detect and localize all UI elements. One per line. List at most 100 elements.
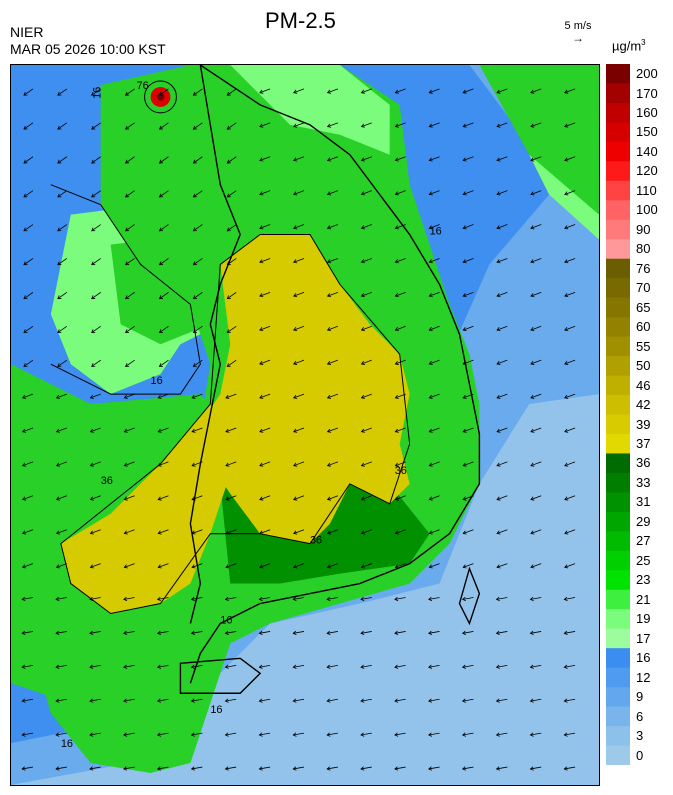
wind-arrow-head	[563, 766, 568, 771]
wind-arrow-head	[394, 564, 399, 569]
wind-arrow	[57, 190, 68, 198]
wind-arrow-head	[192, 329, 197, 333]
datetime-label: MAR 05 2026 10:00 KST	[10, 41, 166, 57]
wind-arrow	[193, 156, 203, 164]
wind-arrow-head	[23, 91, 28, 96]
wind-scale-label: 5 m/s	[564, 20, 592, 32]
wind-arrow-head	[495, 630, 500, 635]
wind-arrow-head	[394, 596, 399, 602]
wind-arrow	[125, 88, 135, 96]
unit-label: µg/m3	[612, 38, 646, 53]
wind-arrow	[361, 529, 372, 534]
wind-arrow	[327, 698, 338, 702]
wind-arrow-head	[530, 530, 535, 535]
wind-arrow	[463, 88, 474, 94]
wind-arrow	[157, 698, 169, 702]
wind-arrow-head	[360, 698, 365, 703]
wind-arrow-head	[259, 564, 264, 569]
wind-arrow-head	[192, 227, 197, 232]
wind-arrow	[361, 258, 372, 263]
wind-arrow	[361, 393, 372, 399]
wind-arrow	[259, 732, 271, 736]
wind-arrow	[463, 461, 474, 467]
wind-arrow	[463, 529, 474, 534]
wind-arrow	[125, 122, 135, 130]
wind-arrow	[530, 529, 542, 534]
wind-arrow-head	[293, 428, 298, 433]
wind-arrow	[361, 325, 372, 331]
wind-arrow-head	[224, 732, 229, 737]
wind-arrow-head	[530, 157, 535, 162]
wind-arrow	[293, 88, 305, 94]
wind-arrow-head	[394, 225, 399, 230]
wind-arrow-head	[360, 530, 365, 535]
wind-arrow	[496, 529, 508, 534]
wind-arrow-head	[55, 394, 61, 399]
wind-arrow-head	[394, 530, 399, 535]
wind-arrow-head	[124, 329, 130, 333]
wind-arrow-head	[530, 496, 535, 501]
wind-arrow-head	[89, 530, 94, 535]
wind-arrow-head	[326, 462, 332, 467]
wind-arrow-head	[529, 698, 534, 703]
wind-arrow-head	[292, 664, 297, 669]
legend-swatch	[606, 200, 630, 221]
wind-arrow-head	[394, 360, 399, 365]
wind-arrow-head	[259, 157, 264, 162]
wind-arrow	[91, 359, 101, 367]
legend-swatch	[606, 356, 630, 377]
wind-arrow	[429, 461, 440, 467]
wind-arrow-head	[428, 462, 433, 467]
wind-arrow-head	[225, 462, 230, 467]
wind-arrow-head	[124, 193, 130, 198]
wind-arrow	[530, 224, 542, 229]
wind-arrow	[225, 597, 237, 600]
coastline	[189, 65, 481, 684]
contour-label-16b: 16	[151, 375, 163, 387]
wind-arrow	[55, 664, 67, 668]
wind-arrow-head	[258, 664, 263, 669]
wind-arrow	[159, 224, 169, 232]
wind-arrow	[124, 563, 135, 568]
wind-arrow-head	[428, 428, 433, 433]
wind-arrow-head	[394, 327, 399, 332]
wind-arrow-head	[21, 732, 26, 737]
wind-arrow-head	[428, 259, 433, 264]
wind-arrow	[259, 359, 271, 365]
wind-arrow	[191, 631, 203, 634]
wind-arrow-head	[394, 732, 399, 737]
wind-arrow	[361, 291, 372, 297]
wind-arrow	[90, 461, 101, 467]
contour-label-36a: 36	[101, 475, 113, 487]
wind-arrow	[91, 325, 101, 333]
legend-label: 29	[636, 513, 651, 529]
wind-arrow-head	[124, 91, 130, 96]
wind-arrow-head	[23, 363, 28, 367]
wind-arrow-head	[293, 157, 298, 162]
wind-arrow	[22, 732, 33, 736]
wind-arrow	[395, 563, 406, 568]
wind-arrow	[530, 393, 542, 399]
wind-arrow-head	[496, 293, 501, 298]
wind-arrow	[395, 359, 406, 365]
wind-arrow-head	[224, 596, 229, 602]
wind-arrow	[123, 597, 135, 600]
legend-label: 200	[636, 66, 658, 81]
wind-arrow-head	[496, 191, 501, 196]
wind-arrow	[564, 224, 576, 229]
legend-label: 55	[636, 338, 651, 354]
wind-arrow	[91, 156, 101, 164]
wind-arrow	[530, 766, 542, 770]
wind-arrow	[428, 664, 440, 668]
wind-arrow	[158, 427, 169, 433]
wind-arrow-head	[123, 496, 128, 501]
legend-swatch	[606, 317, 630, 338]
unit-base: µg/m	[612, 38, 642, 54]
wind-arrow	[158, 461, 169, 467]
wind-arrow	[56, 563, 67, 568]
wind-arrow	[530, 698, 542, 702]
wind-arrow	[496, 427, 508, 433]
wind-arrow	[193, 292, 203, 299]
wind-arrow-head	[157, 496, 162, 501]
wind-arrow-head	[158, 261, 164, 266]
